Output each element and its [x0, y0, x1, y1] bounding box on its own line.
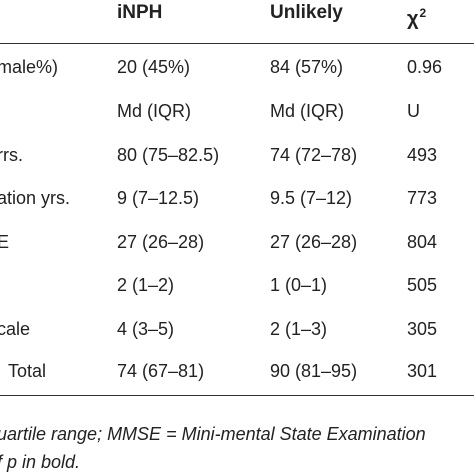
table-row: cale 4 (3–5) 2 (1–3) 305	[0, 308, 474, 351]
cell-inph: 27 (26–28)	[117, 232, 205, 252]
table-footnote-line-2: f p in bold.	[0, 452, 81, 472]
cell-inph: 2 (1–2)	[117, 275, 175, 295]
cell-unlikely: 84 (57%)	[270, 57, 344, 77]
table-row: rrs. 80 (75–82.5) 74 (72–78) 493	[0, 134, 474, 177]
cell-statistic: 505	[407, 275, 438, 295]
table-row: 2 (1–2) 1 (0–1) 505	[0, 264, 474, 307]
cell-statistic: U	[407, 101, 420, 121]
cell-statistic: 493	[407, 145, 438, 165]
cell-statistic: 804	[407, 232, 438, 252]
cell-unlikely: 2 (1–3)	[270, 319, 328, 339]
row-variable-label: E	[0, 232, 10, 252]
cell-statistic: 0.96	[407, 57, 443, 77]
column-header-statistic-superscript: 2	[419, 6, 427, 20]
cell-inph: 74 (67–81)	[117, 361, 205, 381]
table-footnote-line-1: uartile range; MMSE = Mini-mental State …	[0, 424, 426, 444]
table-row: ation yrs. 9 (7–12.5) 9.5 (7–12) 773	[0, 177, 474, 220]
column-header-statistic-symbol: χ	[407, 8, 419, 30]
cell-inph: Md (IQR)	[117, 101, 191, 121]
cell-inph: 4 (3–5)	[117, 319, 175, 339]
cell-unlikely: 1 (0–1)	[270, 275, 328, 295]
cell-unlikely: 9.5 (7–12)	[270, 188, 353, 208]
column-header-inph: iNPH	[117, 2, 163, 23]
table-row: Md (IQR) Md (IQR) U	[0, 90, 474, 133]
cell-inph: 80 (75–82.5)	[117, 145, 220, 165]
table-top-rule	[0, 43, 474, 44]
row-variable-label: rrs.	[0, 145, 23, 165]
cell-inph: 9 (7–12.5)	[117, 188, 200, 208]
column-header-statistic: χ2	[407, 0, 426, 32]
row-variable-label: Total	[8, 361, 47, 381]
column-header-unlikely: Unlikely	[270, 2, 343, 23]
cell-statistic: 305	[407, 319, 438, 339]
table-row: male%) 20 (45%) 84 (57%) 0.96	[0, 46, 474, 89]
row-variable-label: cale	[0, 319, 31, 339]
row-variable-label: male%)	[0, 57, 59, 77]
cell-statistic: 301	[407, 361, 438, 381]
cell-unlikely: 27 (26–28)	[270, 232, 358, 252]
cell-inph: 20 (45%)	[117, 57, 191, 77]
table-row: Total 74 (67–81) 90 (81–95) 301	[0, 350, 474, 393]
cell-unlikely: Md (IQR)	[270, 101, 344, 121]
table-bottom-rule	[0, 395, 474, 396]
cell-statistic: 773	[407, 188, 438, 208]
table-row: E 27 (26–28) 27 (26–28) 804	[0, 221, 474, 264]
cell-unlikely: 74 (72–78)	[270, 145, 358, 165]
cell-unlikely: 90 (81–95)	[270, 361, 358, 381]
row-variable-label: ation yrs.	[0, 188, 71, 208]
